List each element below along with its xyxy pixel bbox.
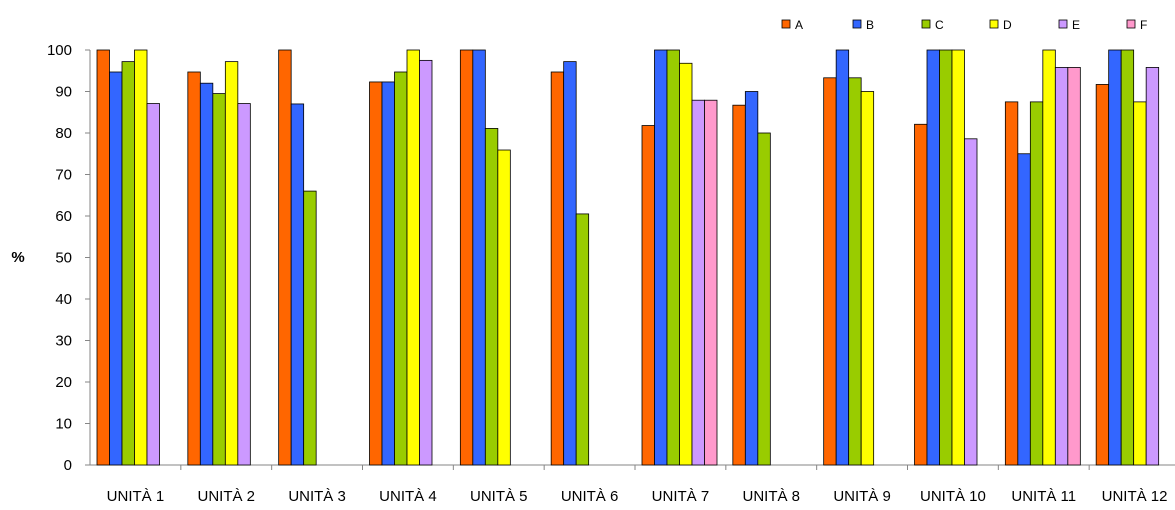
bar-b-unit-9 (835, 49, 850, 466)
y-tick-label: 40 (55, 291, 72, 308)
bar-c-unit-3 (303, 190, 317, 466)
y-tick-label: 30 (55, 333, 72, 350)
bar-e-unit-10 (964, 138, 978, 466)
bar-a-unit-2 (187, 71, 201, 466)
bar-b-unit-4 (381, 81, 395, 466)
bar-e-unit-1 (146, 103, 160, 466)
y-tick-label: 90 (55, 84, 72, 101)
y-tick-label: 50 (55, 250, 72, 267)
bar-c-unit-7 (666, 49, 680, 466)
bar-c-unit-4 (394, 71, 408, 466)
legend-swatch (921, 19, 931, 29)
x-tick-label: UNITÀ 6 (561, 488, 619, 505)
legend-swatch (852, 19, 862, 29)
bar-d-unit-10 (951, 49, 965, 466)
bar-b-unit-3 (290, 103, 305, 466)
bar-c-unit-10 (939, 49, 953, 466)
bar-d-unit-11 (1042, 49, 1056, 466)
x-tick-label: UNITÀ 7 (652, 488, 710, 505)
legend-swatch (1058, 19, 1068, 29)
bar-b-unit-7 (654, 49, 668, 466)
bar-c-unit-1 (121, 61, 135, 466)
legend-label: C (935, 18, 944, 32)
bars-group (96, 49, 1160, 466)
legend-label: B (866, 18, 874, 32)
bar-b-unit-10 (926, 49, 940, 466)
bar-d-unit-12 (1133, 101, 1147, 466)
bar-b-unit-12 (1108, 49, 1122, 466)
x-tick-label: UNITÀ 11 (1011, 488, 1076, 505)
bar-f-unit-11 (1067, 67, 1081, 466)
bar-c-unit-12 (1120, 49, 1135, 466)
y-tick-label: 60 (55, 208, 72, 225)
y-tick-label: 20 (55, 374, 72, 391)
legend-label: E (1072, 18, 1080, 32)
y-tick-label: 70 (55, 167, 72, 184)
x-tick-label: UNITÀ 1 (107, 488, 165, 505)
bar-a-unit-11 (1004, 101, 1019, 466)
bar-e-unit-12 (1145, 67, 1160, 466)
x-tick-label: UNITÀ 9 (833, 488, 891, 505)
bar-e-unit-7 (691, 99, 705, 466)
bar-a-unit-6 (550, 71, 565, 466)
bar-b-unit-6 (563, 61, 577, 466)
legend-swatch (1126, 19, 1136, 29)
bar-b-unit-1 (109, 71, 123, 466)
bar-b-unit-2 (199, 82, 214, 466)
bar-d-unit-4 (406, 49, 420, 466)
y-tick-label: 80 (55, 125, 72, 142)
bar-a-unit-4 (369, 81, 383, 466)
x-tick-label: UNITÀ 5 (470, 488, 528, 505)
bar-e-unit-2 (237, 103, 251, 466)
bar-b-unit-8 (744, 91, 759, 466)
legend-swatch (989, 19, 999, 29)
bar-a-unit-1 (96, 49, 110, 466)
bar-a-unit-12 (1095, 84, 1110, 466)
y-tick-label: 100 (47, 42, 72, 59)
bar-d-unit-2 (224, 61, 239, 466)
x-axis: UNITÀ 1 UNITÀ 2 UNITÀ 3 UNITÀ 4 UNITÀ 5 UNITÀ… (90, 464, 1175, 505)
y-tick-label: 0 (64, 457, 72, 474)
bar-c-unit-5 (484, 128, 499, 466)
bar-a-unit-10 (914, 123, 928, 466)
bar-c-unit-9 (848, 77, 862, 466)
bar-b-unit-11 (1017, 153, 1031, 466)
bar-d-unit-7 (679, 62, 693, 466)
bar-e-unit-4 (419, 59, 433, 466)
x-tick-label: UNITÀ 4 (379, 488, 437, 505)
bar-c-unit-6 (575, 213, 590, 466)
bar-c-unit-11 (1029, 101, 1044, 466)
bar-d-unit-9 (860, 91, 875, 466)
y-axis-label: % (11, 249, 24, 266)
bar-b-unit-5 (472, 49, 486, 466)
y-axis: 0 10 20 30 40 50 60 70 80 90 100 (47, 42, 91, 474)
bar-d-unit-1 (134, 49, 148, 466)
legend-label: F (1140, 18, 1147, 32)
legend-label: D (1003, 18, 1012, 32)
bar-f-unit-7 (704, 99, 718, 466)
bar-a-unit-5 (459, 49, 474, 466)
bar-a-unit-3 (278, 49, 292, 466)
legend-swatch (781, 19, 791, 29)
x-tick-label: UNITÀ 3 (288, 488, 346, 505)
legend-label: A (795, 18, 803, 32)
bar-c-unit-8 (757, 132, 771, 466)
x-tick-label: UNITÀ 12 (1102, 488, 1168, 505)
x-tick-label: UNITÀ 10 (920, 488, 986, 505)
bar-e-unit-11 (1054, 67, 1069, 466)
bar-a-unit-9 (823, 77, 837, 466)
bar-a-unit-8 (732, 104, 746, 466)
x-tick-label: UNITÀ 2 (197, 488, 255, 505)
bar-a-unit-7 (641, 125, 655, 466)
bar-d-unit-5 (497, 149, 511, 466)
legend: A B C D E F (781, 18, 1147, 32)
x-tick-label: UNITÀ 8 (742, 488, 800, 505)
bar-c-unit-2 (212, 93, 226, 466)
y-tick-label: 10 (55, 416, 72, 433)
